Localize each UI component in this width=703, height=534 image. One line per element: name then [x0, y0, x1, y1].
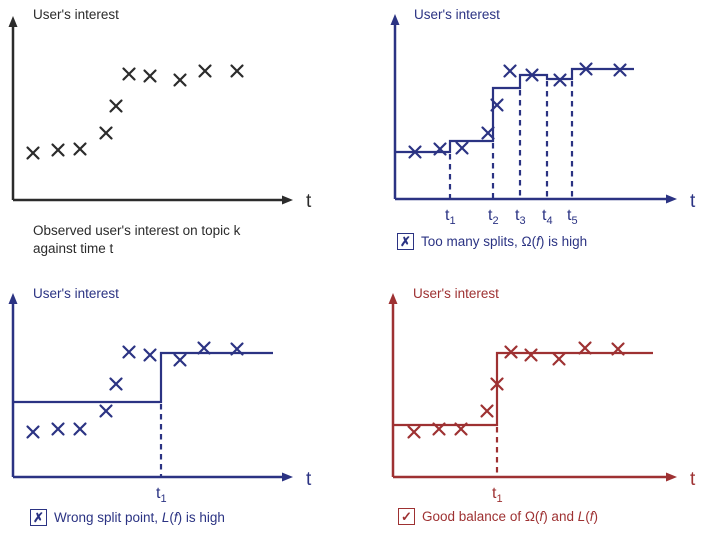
svg-text:t5: t5 [567, 207, 578, 227]
y-axis-label: User's interest [414, 7, 500, 22]
caption-text: Too many splits, Ω(f) is high [421, 234, 588, 249]
y-axis-label: User's interest [33, 286, 119, 301]
x-mark-box-icon: ✗ [30, 509, 47, 526]
x-axis-label: t [306, 469, 312, 490]
caption-too-many-splits: ✗ Too many splits, Ω(f) is high [397, 233, 587, 250]
panel-observed-geometry [8, 16, 293, 205]
check-mark-box-icon: ✓ [398, 508, 415, 525]
y-axis-label: User's interest [413, 286, 499, 301]
x-axis-label: t [690, 191, 696, 212]
svg-text:t3: t3 [515, 207, 526, 227]
caption-text: Wrong split point, L(f) is high [54, 510, 225, 525]
caption-text: Good balance of Ω(f) and L(f) [422, 509, 598, 524]
caption-good-balance: ✓ Good balance of Ω(f) and L(f) [398, 508, 598, 525]
svg-text:t4: t4 [542, 207, 553, 227]
svg-text:t1: t1 [445, 207, 456, 227]
panel-too-many-splits-plot: t1 t2 t3 t4 t5 User's interest t [390, 7, 696, 227]
panel-wrong-split-plot: t1 User's interest t [8, 286, 312, 505]
panel-observed-plot: User's interest t [8, 7, 312, 212]
x-mark-box-icon: ✗ [397, 233, 414, 250]
svg-text:t2: t2 [488, 207, 499, 227]
x-axis-label: t [690, 469, 696, 490]
caption-wrong-split: ✗ Wrong split point, L(f) is high [30, 509, 225, 526]
caption-line: Observed user's interest on topic k [33, 223, 241, 238]
panel-good-balance-plot: t1 User's interest t [388, 286, 696, 505]
y-axis-label: User's interest [33, 7, 119, 22]
panel-wrong-split-geometry: t1 [8, 293, 293, 505]
x-axis-label: t [306, 191, 312, 212]
panel-too-many-splits-geometry: t1 t2 t3 t4 t5 [390, 14, 677, 227]
svg-text:t1: t1 [492, 485, 503, 505]
caption-observed: Observed user's interest on topic k agai… [33, 222, 240, 258]
svg-text:t1: t1 [156, 485, 167, 505]
panel-good-balance-geometry: t1 [388, 293, 677, 505]
caption-line: against time t [33, 241, 114, 256]
